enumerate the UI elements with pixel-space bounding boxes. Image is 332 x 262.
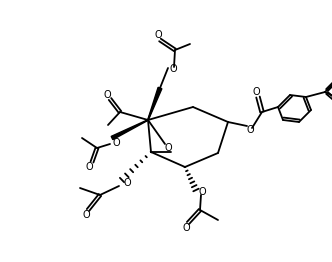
Text: O: O — [246, 125, 254, 135]
Text: O: O — [169, 64, 177, 74]
Text: O: O — [164, 143, 172, 153]
Text: O: O — [182, 223, 190, 233]
Text: O: O — [198, 187, 206, 197]
Text: O: O — [112, 138, 120, 148]
Polygon shape — [148, 87, 162, 120]
Polygon shape — [111, 120, 148, 140]
Text: O: O — [154, 30, 162, 40]
Text: O: O — [103, 90, 111, 100]
Text: O: O — [123, 178, 131, 188]
Text: O: O — [252, 87, 260, 97]
Text: O: O — [82, 210, 90, 220]
Text: O: O — [85, 162, 93, 172]
